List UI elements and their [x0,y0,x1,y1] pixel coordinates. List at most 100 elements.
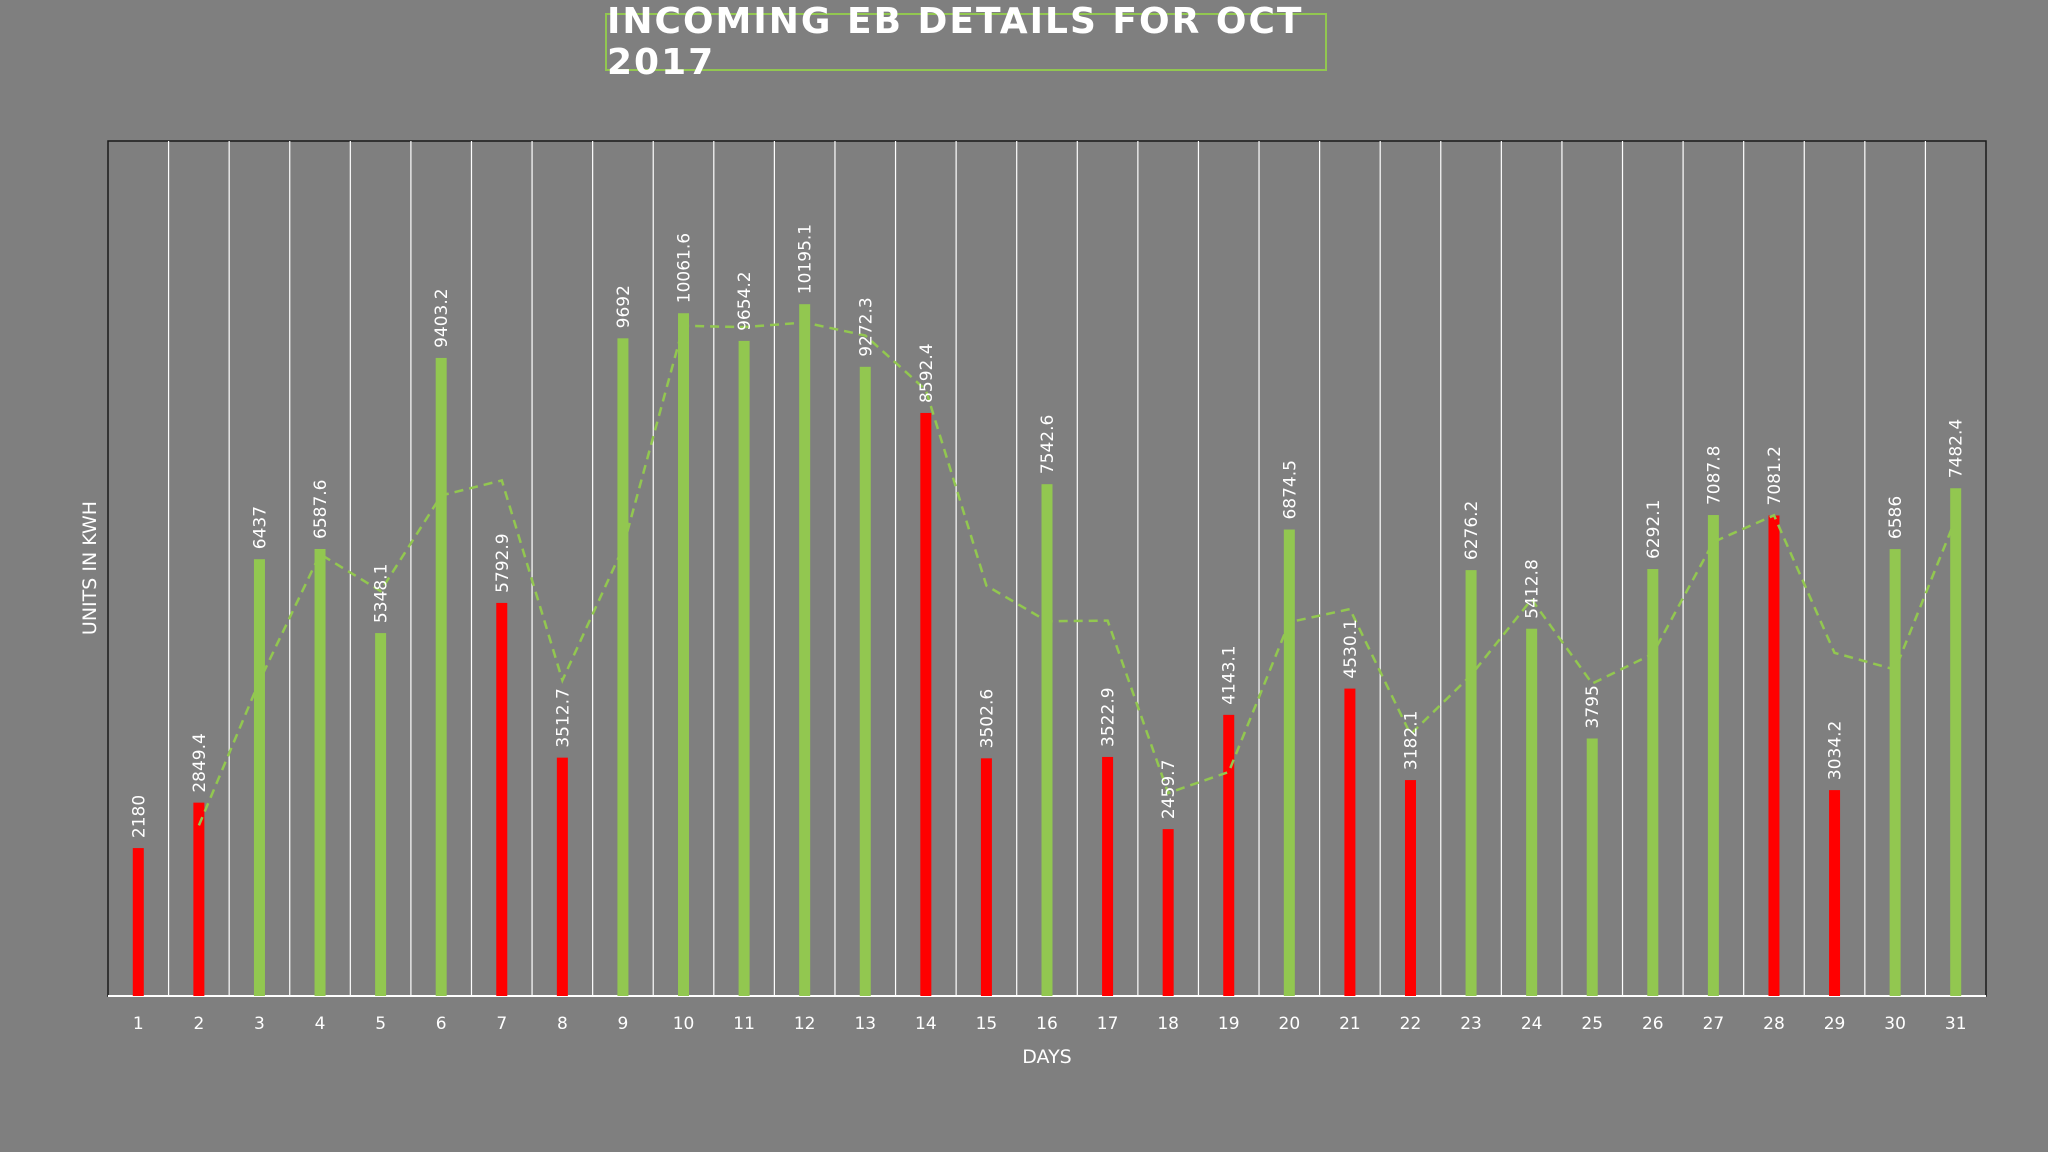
x-tick-label: 10 [673,1014,695,1034]
data-label: 3034.2 [1826,721,1846,780]
x-tick-labels: 1 2 3 4 5 6 7 8 9 10 11 12 13 14 15 16 17 18 19 20 21 22 23 24 2… [133,1014,1967,1034]
data-label: 7087.8 [1704,446,1724,505]
data-label: 3182.1 [1401,711,1421,770]
data-label: 7081.2 [1765,446,1785,505]
data-label: 3522.9 [1099,687,1119,746]
bar-day-2 [193,802,205,996]
moving-average-line [197,321,1957,826]
x-tick-label: 28 [1763,1014,1785,1034]
data-label: 3795 [1583,685,1603,728]
bar-day-20 [1283,529,1295,996]
data-label: 6437 [250,506,270,549]
data-label: 4143.1 [1220,645,1240,704]
bar-day-21 [1344,688,1356,996]
y-axis-title: UNITS IN KWH [79,501,101,635]
x-tick-label: 6 [436,1014,447,1034]
bar-day-23 [1465,570,1477,996]
bar-day-9 [617,338,629,996]
bar-day-18 [1162,829,1174,996]
x-tick-label: 4 [315,1014,326,1034]
bar-day-1 [132,848,144,996]
data-label: 6586 [1886,496,1906,539]
x-tick-label: 2 [193,1014,204,1034]
x-tick-label: 12 [794,1014,816,1034]
bar-day-5 [375,633,387,996]
bar-day-31 [1950,488,1962,996]
data-label: 9272.3 [856,297,876,356]
bar-day-27 [1707,515,1719,996]
x-tick-label: 21 [1339,1014,1361,1034]
data-label: 3512.7 [553,688,573,747]
bar-day-25 [1586,738,1598,996]
x-tick-label: 17 [1097,1014,1119,1034]
trendline [197,321,1957,826]
data-label: 6276.2 [1462,501,1482,560]
x-tick-label: 23 [1460,1014,1482,1034]
bar-day-14 [920,412,932,996]
bars [132,304,1962,997]
x-tick-label: 9 [618,1014,629,1034]
data-label: 9403.2 [432,288,452,347]
x-tick-label: 24 [1521,1014,1543,1034]
x-tick-label: 20 [1279,1014,1301,1034]
data-labels: 2180 2849.4 6437 6587.6 5348.1 9403.2 5792.9 35… [129,224,1966,838]
x-tick-label: 18 [1157,1014,1179,1034]
bar-day-22 [1404,780,1416,996]
x-tick-label: 29 [1824,1014,1846,1034]
data-label: 2459.7 [1159,760,1179,819]
data-label: 7542.6 [1038,415,1058,474]
bar-day-24 [1526,628,1538,996]
data-label: 7482.4 [1947,419,1967,478]
chart-title-box: INCOMING EB DETAILS FOR OCT 2017 [605,1,1327,83]
bar-day-29 [1829,790,1841,996]
data-label: 6874.5 [1280,460,1300,519]
bar-day-30 [1889,549,1901,996]
x-tick-label: 25 [1581,1014,1603,1034]
data-label: 8592.4 [917,343,937,402]
bar-day-4 [314,548,326,996]
x-tick-label: 30 [1884,1014,1906,1034]
bar-day-6 [435,357,447,996]
bar-day-11 [738,340,750,997]
data-label: 10061.6 [675,233,695,303]
bar-day-3 [253,559,265,996]
data-label: 10195.1 [796,224,816,294]
x-tick-label: 15 [976,1014,998,1034]
x-axis-title: DAYS [1022,1046,1072,1068]
data-label: 2849.4 [190,733,210,792]
bar-day-15 [980,758,992,996]
data-label: 2180 [129,795,149,838]
bar-day-13 [859,366,871,996]
grid-lines [107,140,1987,997]
bar-day-8 [556,757,568,996]
x-tick-label: 7 [496,1014,507,1034]
x-tick-label: 27 [1703,1014,1725,1034]
data-label: 5348.1 [372,564,392,623]
bar-day-16 [1041,484,1053,996]
data-label: 6587.6 [311,479,331,538]
bar-day-12 [799,304,811,996]
x-tick-label: 16 [1036,1014,1058,1034]
data-label: 6292.1 [1644,500,1664,559]
bar-day-28 [1768,515,1780,996]
data-label: 5792.9 [493,533,513,592]
chart-title: INCOMING EB DETAILS FOR OCT 2017 [607,1,1304,83]
x-tick-label: 14 [915,1014,937,1034]
x-tick-label: 3 [254,1014,265,1034]
x-tick-label: 19 [1218,1014,1240,1034]
x-tick-label: 26 [1642,1014,1664,1034]
x-tick-label: 31 [1945,1014,1967,1034]
data-label: 5412.8 [1523,559,1543,618]
x-tick-label: 22 [1400,1014,1422,1034]
x-tick-label: 13 [854,1014,876,1034]
x-tick-label: 1 [133,1014,144,1034]
x-tick-label: 11 [733,1014,755,1034]
data-label: 9692 [614,285,634,328]
bar-day-17 [1102,756,1114,996]
x-tick-label: 5 [375,1014,386,1034]
x-tick-label: 8 [557,1014,568,1034]
bar-day-26 [1647,569,1659,996]
data-label: 4530.1 [1341,619,1361,678]
